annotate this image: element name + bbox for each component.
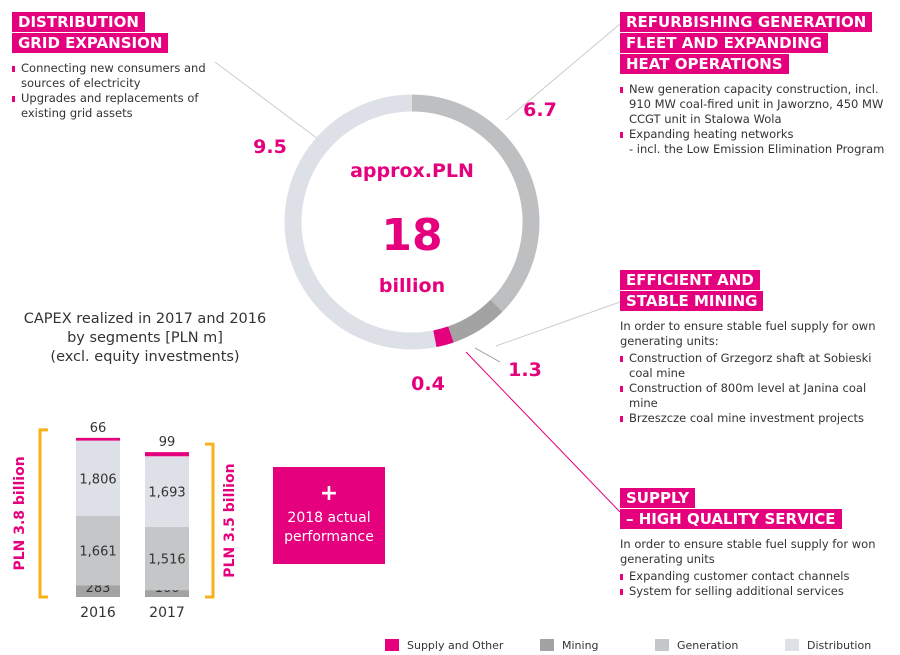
section-intro: In order to ensure stable fuel supply fo… [620,537,876,566]
center-value: 18 [381,210,442,261]
bar-segment [76,585,120,597]
section-title: – HIGH QUALITY SERVICE [620,509,842,529]
bar-segment [145,590,189,597]
total-bracket [38,428,48,599]
bar-value-label: 1,516 [148,552,185,567]
section-title: FLEET AND EXPANDING [620,33,829,53]
legend-label: Mining [562,639,599,652]
x-tick-label: 2017 [149,605,185,621]
section-intro: In order to ensure stable fuel supply fo… [620,319,876,348]
leader-line [495,301,621,347]
bullet: New generation capacity construction, in… [620,82,900,127]
section-title-line: STABLE MINING [620,291,885,311]
note-text: 2018 actual performance [284,510,374,545]
bullet: Expanding customer contact channels [620,569,885,584]
bullet: Connecting new consumers and sources of … [12,61,212,91]
donut-segment [411,94,540,312]
note-symbol: + [319,481,339,506]
donut-label: 6.7 [523,99,557,121]
center-unit: billion [379,275,445,297]
legend-swatch [655,639,669,651]
bullet: Brzeszcze coal mine investment projects [620,411,885,426]
note-box: + 2018 actual performance [273,467,385,564]
section-title-line: EFFICIENT AND [620,270,885,290]
section-title-line: REFURBISHING GENERATION [620,12,900,32]
legend-label: Generation [677,639,738,652]
center-prefix: approx.PLN [350,160,474,182]
leader-line [214,61,323,143]
leader-lines [214,23,621,513]
leader-line [465,351,621,513]
legend-label: Supply and Other [407,639,504,652]
section: EFFICIENT AND STABLE MINING In order to en… [620,270,885,426]
section-title-line: FLEET AND EXPANDING [620,33,900,53]
bullet: System for selling additional services [620,584,885,599]
section-title-line: DISTRIBUTION [12,12,212,32]
section: REFURBISHING GENERATION FLEET AND EXPANDI… [620,12,900,157]
donut-segment [433,326,454,348]
legend-swatch [785,639,799,651]
donut-label: 1.3 [508,359,542,381]
section-title-line: GRID EXPANSION [12,33,212,53]
total-label: PLN 3.8 billion [12,456,28,570]
legend-swatch [540,639,554,651]
legend-label: Distribution [807,639,871,652]
donut-segment [284,94,437,350]
section-title: EFFICIENT AND [620,270,760,290]
section-title: HEAT OPERATIONS [620,54,789,74]
bar-segment [76,437,120,441]
total-bracket [205,442,215,599]
bullet-list: Expanding customer contact channels Syste… [620,569,885,599]
leader-line [474,347,501,363]
bullet-list: New generation capacity construction, in… [620,82,900,157]
leader-line [505,23,621,121]
bar-value-label: 1,661 [79,545,116,560]
bullet-list: Construction of Grzegorz shaft at Sobies… [620,351,885,426]
legend-swatch [385,639,399,651]
bar-segment [76,515,120,586]
bar-segment [145,456,189,527]
bullet-list: Connecting new consumers and sources of … [12,61,212,121]
bullet: Upgrades and replacements of existing gr… [12,91,212,121]
section: SUPPLY – HIGH QUALITY SERVICE In order to … [620,488,885,599]
bar-value-label: 1,806 [79,472,116,487]
bar-segment [145,452,189,457]
section-title-line: HEAT OPERATIONS [620,54,900,74]
total-label: PLN 3.5 billion [222,463,238,577]
bar-value-label: 1,693 [148,486,185,501]
bar-chart-title: CAPEX realized in 2017 and 2016 by segme… [23,311,267,365]
section-title: STABLE MINING [620,291,764,311]
section-title-line: SUPPLY [620,488,885,508]
section-title: GRID EXPANSION [12,33,169,53]
donut-label: 0.4 [411,373,445,395]
section-title: REFURBISHING GENERATION [620,12,873,32]
bar-segment [76,440,120,516]
section-title: SUPPLY [620,488,696,508]
bullet: Construction of Grzegorz shaft at Sobies… [620,351,885,381]
section-title-line: – HIGH QUALITY SERVICE [620,509,885,529]
section-title: DISTRIBUTION [12,12,145,32]
bar-segment [145,526,189,591]
bullet: Expanding heating networks - incl. the L… [620,127,900,157]
bar-value-label: 66 [90,421,107,436]
x-tick-label: 2016 [80,605,116,621]
section: DISTRIBUTION GRID EXPANSION Connecting new… [12,12,212,121]
bullet: Construction of 800m level at Janina coa… [620,381,885,411]
donut-label: 9.5 [253,136,287,158]
donut-segment [447,299,503,343]
bar-value-label: 99 [159,435,176,450]
